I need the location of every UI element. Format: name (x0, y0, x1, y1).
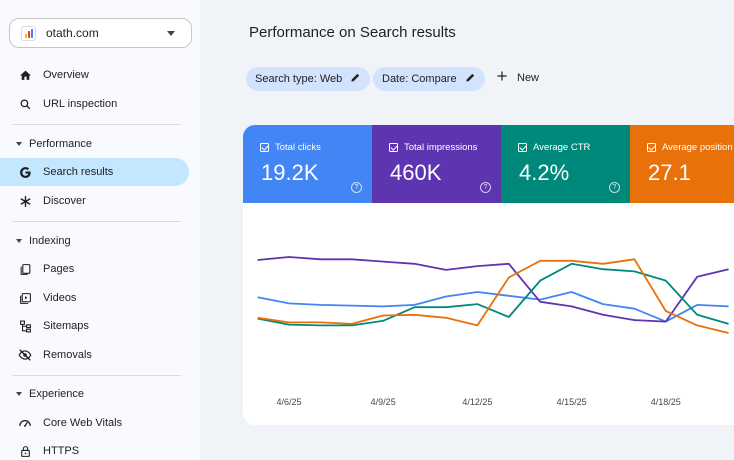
sidebar-item-removals[interactable]: Removals (0, 341, 189, 369)
section-label: Experience (29, 388, 85, 400)
chip-label: Search type: Web (255, 73, 343, 85)
metric-value: 460K (390, 160, 442, 185)
sidebar-item-label: Videos (43, 292, 77, 304)
metric-label: Total impressions (404, 142, 478, 153)
pages-icon (18, 262, 32, 276)
divider (12, 375, 181, 376)
sidebar-item-label: Overview (43, 69, 89, 81)
sitemap-icon (18, 319, 32, 333)
metric-label: Average CTR (533, 142, 591, 153)
sidebar-item-videos[interactable]: Videos (0, 284, 189, 312)
divider (12, 124, 181, 125)
series-line-average-ctr (257, 262, 729, 327)
performance-line-chart: 4/6/25 4/9/25 4/12/25 4/15/25 4/18/25 (257, 256, 729, 407)
new-filter-button[interactable]: New (496, 70, 539, 85)
metric-label: Average position (662, 142, 733, 153)
plus-icon (496, 70, 508, 85)
google-g-icon (18, 165, 32, 179)
sidebar-item-url-inspection[interactable]: URL inspection (0, 90, 189, 118)
sidebar-item-label: Removals (43, 349, 92, 361)
filter-chip-search-type[interactable]: Search type: Web (246, 67, 371, 91)
metric-label: Total clicks (275, 142, 321, 153)
section-indexing[interactable]: Indexing (0, 229, 189, 253)
metric-tab-total-clicks[interactable]: Total clicks 19.2K ? (243, 125, 372, 203)
collapse-caret-icon (16, 392, 22, 396)
help-icon[interactable]: ? (351, 182, 362, 193)
sidebar-item-pages[interactable]: Pages (0, 255, 189, 283)
x-tick-label: 4/15/25 (557, 397, 587, 407)
checkbox-icon[interactable] (518, 143, 527, 152)
section-performance[interactable]: Performance (0, 132, 189, 156)
collapse-caret-icon (16, 239, 22, 243)
section-label: Indexing (29, 235, 71, 247)
property-selector[interactable]: otath.com (9, 18, 192, 48)
sidebar-item-label: URL inspection (43, 98, 118, 110)
page-title: Performance on Search results (249, 24, 456, 41)
sidebar-item-overview[interactable]: Overview (0, 61, 189, 89)
sidebar: otath.com Overview URL inspection Perfor… (0, 0, 200, 460)
property-logo-icon (21, 25, 36, 41)
divider (12, 221, 181, 222)
collapse-caret-icon (16, 142, 22, 146)
series-line-average-position (257, 258, 729, 334)
video-icon (18, 291, 32, 305)
checkbox-icon[interactable] (260, 143, 269, 152)
sidebar-item-core-web-vitals[interactable]: Core Web Vitals (0, 409, 189, 437)
checkbox-icon[interactable] (389, 143, 398, 152)
pencil-icon (350, 72, 361, 86)
home-icon (18, 68, 32, 82)
speedometer-icon (18, 416, 32, 430)
sidebar-item-label: Pages (43, 263, 75, 275)
x-tick-label: 4/12/25 (462, 397, 492, 407)
section-label: Performance (29, 138, 92, 150)
sidebar-item-https[interactable]: HTTPS (0, 437, 189, 460)
eye-off-icon (18, 348, 32, 362)
sidebar-item-label: Search results (43, 166, 114, 178)
x-tick-label: 4/9/25 (371, 397, 396, 407)
search-icon (18, 97, 32, 111)
sidebar-item-label: Sitemaps (43, 320, 89, 332)
lock-icon (18, 444, 32, 458)
asterisk-icon (18, 194, 32, 208)
help-icon[interactable]: ? (480, 182, 491, 193)
metric-value: 19.2K (261, 160, 319, 185)
sidebar-item-sitemaps[interactable]: Sitemaps (0, 312, 189, 340)
pencil-icon (465, 72, 476, 86)
checkbox-icon[interactable] (647, 143, 656, 152)
x-tick-label: 4/18/25 (651, 397, 681, 407)
series-line-total-clicks (257, 291, 729, 323)
x-tick-label: 4/6/25 (276, 397, 301, 407)
sidebar-item-label: Discover (43, 195, 86, 207)
sidebar-item-label: HTTPS (43, 445, 80, 457)
series-line-total-impressions (257, 256, 729, 323)
sidebar-item-label: Core Web Vitals (43, 417, 123, 429)
metric-value: 27.1 (648, 160, 691, 185)
metric-tab-total-impressions[interactable]: Total impressions 460K ? (372, 125, 501, 203)
section-experience[interactable]: Experience (0, 382, 189, 406)
sidebar-item-search-results[interactable]: Search results (0, 158, 189, 186)
chevron-down-icon (167, 31, 175, 36)
chip-label: Date: Compare (382, 73, 457, 85)
performance-card: Total clicks 19.2K ? Total impressions 4… (243, 125, 734, 425)
property-name: otath.com (46, 26, 99, 40)
filter-chip-date[interactable]: Date: Compare (373, 67, 485, 91)
metric-value: 4.2% (519, 160, 570, 185)
help-icon[interactable]: ? (609, 182, 620, 193)
sidebar-item-discover[interactable]: Discover (0, 187, 189, 215)
new-label: New (517, 71, 540, 84)
metric-tab-average-ctr[interactable]: Average CTR 4.2% ? (501, 125, 630, 203)
metric-tab-average-position[interactable]: Average position 27.1 (630, 125, 734, 203)
